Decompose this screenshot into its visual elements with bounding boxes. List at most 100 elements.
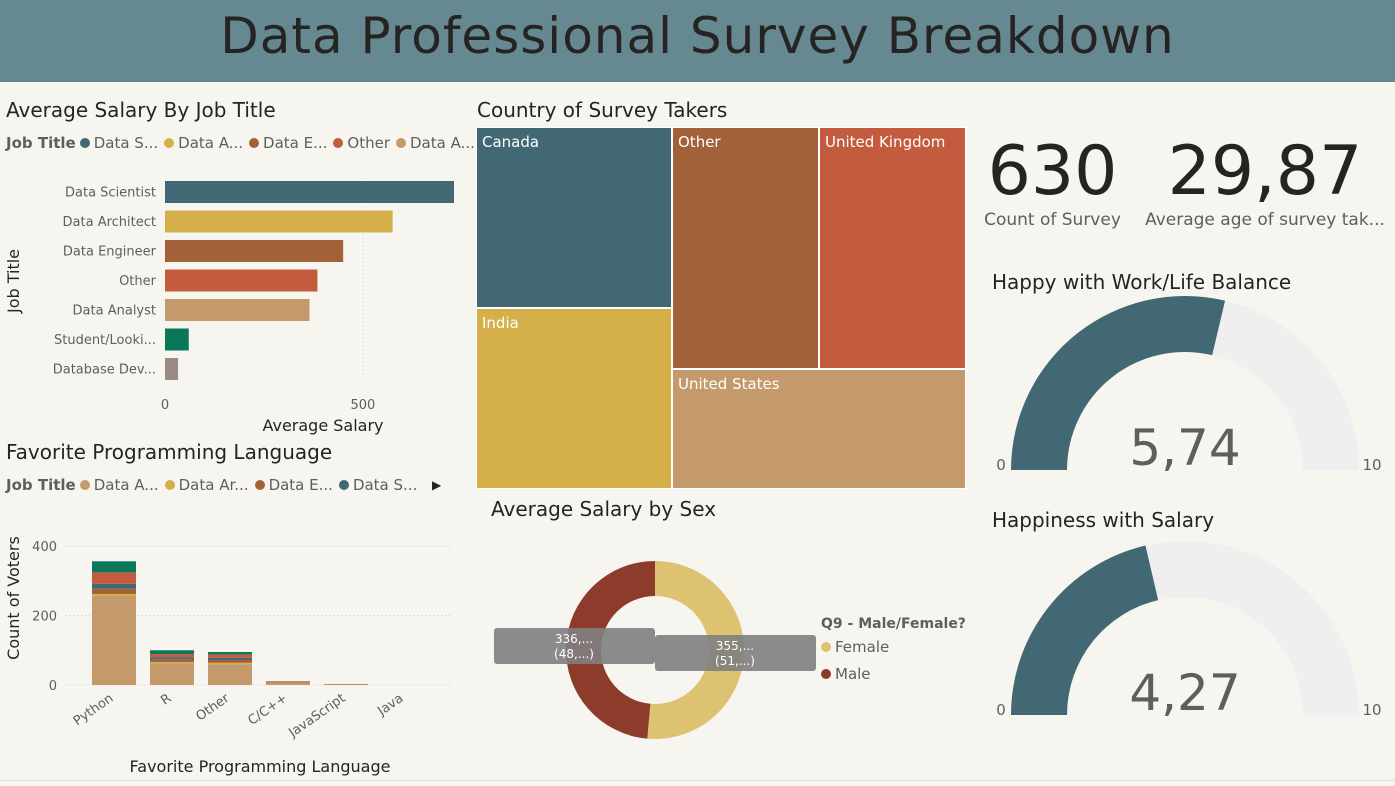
x-axis-title: Average Salary xyxy=(262,416,383,435)
gauge-max-label: 10 xyxy=(1362,701,1381,719)
sex-donut-chart: 336,...(48,...) 355,...(51,...) Q9 - Male/… xyxy=(494,561,966,739)
average-age-label: Average age of survey tak... xyxy=(1145,210,1385,230)
bar xyxy=(165,328,189,351)
y-axis-title: Job Title xyxy=(4,249,23,314)
bar-segment xyxy=(92,561,136,573)
legend-dot xyxy=(338,480,349,490)
legend-label: Data A... xyxy=(93,476,159,494)
header-banner xyxy=(0,0,1395,82)
x-tick-label: 0 xyxy=(161,398,169,413)
gauge-value: 4,27 xyxy=(1129,664,1240,722)
legend-dot xyxy=(164,138,175,148)
legend-item[interactable]: Data S... xyxy=(338,476,418,494)
category-label: Student/Looki... xyxy=(54,333,156,348)
legend-item[interactable]: Data A... xyxy=(164,134,243,152)
gauge-worklife-title: Happy with Work/Life Balance xyxy=(992,270,1292,294)
category-label: Data Architect xyxy=(63,215,156,230)
y-axis-title: Count of Voters xyxy=(4,536,23,660)
legend-label: Female xyxy=(835,638,889,656)
bar-segment xyxy=(208,657,252,660)
legend-label: Male xyxy=(835,665,871,683)
legend-label: Data E... xyxy=(263,134,328,152)
category-label: C/C++ xyxy=(245,691,290,729)
bar-segment xyxy=(208,654,252,658)
data-label-box xyxy=(494,628,655,664)
bar-segment xyxy=(92,572,136,584)
tile-label: India xyxy=(482,314,519,332)
y-tick-label: 200 xyxy=(32,610,57,625)
legend-item[interactable]: Data A... xyxy=(396,134,475,152)
category-label: JavaScript xyxy=(285,691,348,741)
bar-segment xyxy=(266,681,310,683)
legend-label: Data S... xyxy=(93,134,159,152)
donut-slice xyxy=(647,561,745,739)
salary-by-title-chart: Data Scientist Data Architect Data Enginee… xyxy=(4,174,454,435)
category-label: Data Engineer xyxy=(63,245,157,260)
tile-canada[interactable]: Canada xyxy=(476,127,672,308)
average-age-value: 29,87 xyxy=(1167,132,1363,211)
bar-segment xyxy=(92,593,136,597)
legend-label: Data A... xyxy=(410,134,475,152)
bar-segment xyxy=(150,659,194,663)
legend-item[interactable]: Data Ar... xyxy=(164,476,249,494)
bar-segment xyxy=(150,663,194,685)
tile-united-states[interactable]: United States xyxy=(672,369,966,489)
tile-label: United States xyxy=(678,375,780,393)
legend-item[interactable]: Data S... xyxy=(79,134,159,152)
legend-label: Data S... xyxy=(352,476,418,494)
tile-india[interactable]: India xyxy=(476,308,672,489)
gauge-worklife: 5,74 0 10 xyxy=(996,295,1382,477)
bar-segment xyxy=(92,588,136,594)
bar-segment xyxy=(266,681,310,682)
legend-item[interactable]: Data E... xyxy=(249,134,327,152)
legend-dot xyxy=(79,480,90,490)
legend-item[interactable]: Other xyxy=(333,134,390,152)
gauge-max-label: 10 xyxy=(1362,456,1381,474)
gauge-fill xyxy=(1011,545,1159,715)
legend-label: Data Ar... xyxy=(178,476,249,494)
data-label-value: 355,... xyxy=(716,639,754,653)
countries-title: Country of Survey Takers xyxy=(477,98,728,122)
bar xyxy=(165,210,393,233)
x-tick-label: 500 xyxy=(351,398,376,413)
tile-label: Canada xyxy=(482,133,540,151)
tile-united-kingdom[interactable]: United Kingdom xyxy=(819,127,966,369)
languages-title: Favorite Programming Language xyxy=(6,440,333,464)
bar-segment xyxy=(150,650,194,655)
category-label: Database Dev... xyxy=(53,363,156,378)
salary-by-title-title: Average Salary By Job Title xyxy=(6,98,276,122)
gauge-fill xyxy=(1011,295,1226,470)
bar-segment xyxy=(208,664,252,685)
y-tick-label: 400 xyxy=(32,540,57,555)
bar-segment xyxy=(208,662,252,665)
legend-dot xyxy=(821,669,831,679)
bar-segment xyxy=(208,651,252,655)
category-label: Python xyxy=(71,691,117,729)
legend-dot xyxy=(396,138,406,148)
legend-dot xyxy=(164,480,175,490)
legend-next-icon[interactable]: ▶ xyxy=(432,478,442,492)
gauge-min-label: 0 xyxy=(996,701,1006,719)
legend-item[interactable]: Data A... xyxy=(79,476,159,494)
category-label: Data Scientist xyxy=(65,186,156,201)
gauge-min-label: 0 xyxy=(996,456,1006,474)
bar-segment xyxy=(92,583,136,589)
gauge-salary: 4,27 0 10 xyxy=(996,541,1382,722)
legend-dot xyxy=(79,138,90,148)
data-label-percent: (48,...) xyxy=(554,647,594,661)
legend-title: Q9 - Male/Female? xyxy=(821,616,966,632)
bar-segment xyxy=(266,682,310,685)
category-label: Data Analyst xyxy=(73,304,156,319)
category-label: Other xyxy=(193,691,232,725)
bar-segment xyxy=(150,654,194,658)
languages-chart: 0 200 400 Python R Other C/C++JavaScript Java Fa… xyxy=(4,536,450,776)
legend-item[interactable]: Data E... xyxy=(254,476,333,494)
tile-other[interactable]: Other xyxy=(672,127,819,369)
bar xyxy=(165,358,179,380)
tile-label: United Kingdom xyxy=(825,133,946,151)
data-label-box xyxy=(655,635,816,671)
bar xyxy=(165,299,310,321)
countries-treemap: Canada India Other United Kingdom United… xyxy=(476,127,966,489)
data-label-percent: (51,...) xyxy=(715,654,755,668)
count-of-survey-label: Count of Survey xyxy=(984,210,1121,230)
